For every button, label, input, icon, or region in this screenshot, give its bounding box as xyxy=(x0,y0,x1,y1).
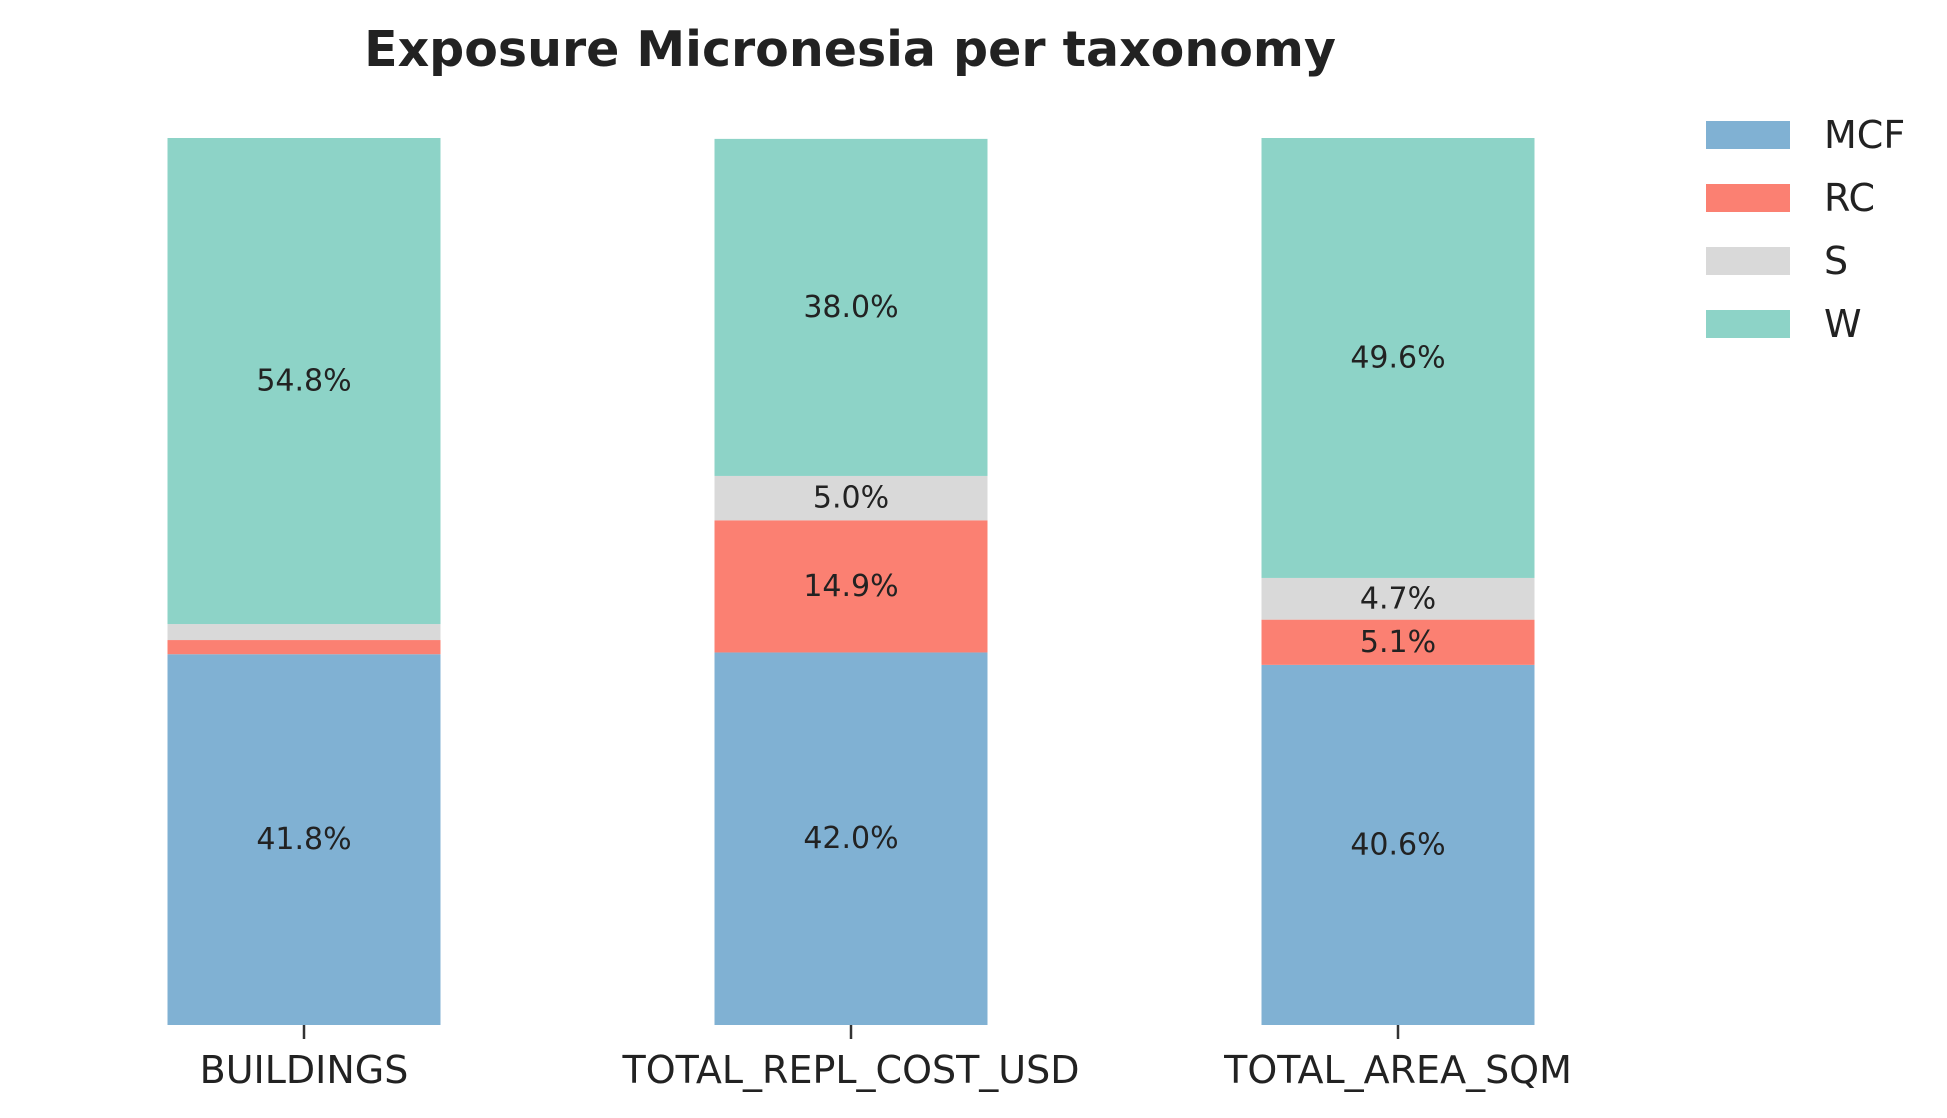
bar-segment-mcf-total_repl_cost_usd xyxy=(714,652,988,1025)
bar-segment-mcf-buildings xyxy=(167,654,441,1025)
legend-swatch-mcf xyxy=(1706,121,1790,149)
bar-segment-s-total_repl_cost_usd xyxy=(714,475,988,521)
legend-label-w: W xyxy=(1824,302,1862,346)
bars-layer xyxy=(167,138,1535,1025)
chart-title: Exposure Micronesia per taxonomy xyxy=(364,21,1336,78)
x-axis: BUILDINGS TOTAL_REPL_COST_USD TOTAL_AREA_S… xyxy=(200,1025,1572,1092)
bar-segment-s-buildings xyxy=(167,624,441,641)
legend-swatch-s xyxy=(1706,247,1790,275)
data-labels-layer: 41.8% 54.8% 42.0% 14.9% 5.0% 38.0% 40.6% 5.1% 4.… xyxy=(256,290,1445,863)
data-label-w-total_area_sqm: 49.6% xyxy=(1350,340,1445,375)
data-label-w-buildings: 54.8% xyxy=(256,364,351,399)
bar-segment-mcf-total_area_sqm xyxy=(1261,664,1535,1025)
x-tick-label-total_repl_cost_usd: TOTAL_REPL_COST_USD xyxy=(621,1048,1079,1092)
data-label-w-total_repl_cost_usd: 38.0% xyxy=(803,290,898,325)
legend-swatch-rc xyxy=(1706,184,1790,212)
data-label-s-total_area_sqm: 4.7% xyxy=(1360,581,1436,616)
bar-segment-rc-total_repl_cost_usd xyxy=(714,520,988,653)
bar-segment-s-total_area_sqm xyxy=(1261,577,1535,620)
data-label-rc-total_repl_cost_usd: 14.9% xyxy=(803,569,898,604)
data-label-mcf-total_repl_cost_usd: 42.0% xyxy=(803,821,898,856)
bar-segment-rc-buildings xyxy=(167,640,441,655)
legend-label-rc: RC xyxy=(1824,176,1875,220)
legend-label-s: S xyxy=(1824,239,1848,283)
bar-segment-w-total_area_sqm xyxy=(1261,138,1535,578)
x-tick-label-total_area_sqm: TOTAL_AREA_SQM xyxy=(1223,1048,1572,1092)
bar-segment-w-total_repl_cost_usd xyxy=(714,138,988,476)
x-tick-label-buildings: BUILDINGS xyxy=(200,1048,409,1092)
legend-swatch-w xyxy=(1706,310,1790,338)
legend-label-mcf: MCF xyxy=(1824,113,1905,157)
bar-segment-rc-total_area_sqm xyxy=(1261,619,1535,665)
data-label-mcf-buildings: 41.8% xyxy=(256,822,351,857)
data-label-mcf-total_area_sqm: 40.6% xyxy=(1350,827,1445,862)
bar-segment-w-buildings xyxy=(167,138,441,625)
data-label-s-total_repl_cost_usd: 5.0% xyxy=(813,481,889,516)
legend: MCF RC SW xyxy=(1706,113,1905,346)
data-label-rc-total_area_sqm: 5.1% xyxy=(1360,625,1436,660)
